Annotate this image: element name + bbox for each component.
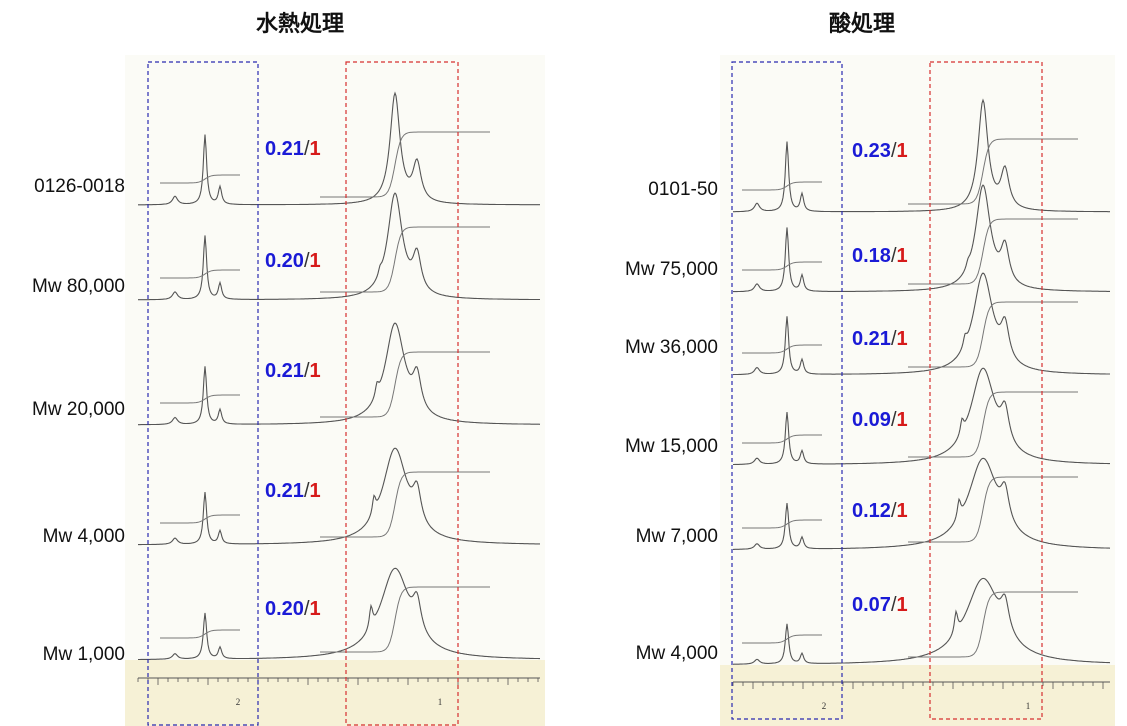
ratio-part: 1	[897, 140, 908, 162]
ppm-label: 1	[1026, 701, 1031, 711]
panel-title: 酸処理	[829, 11, 895, 36]
sample-label: 0126-0018	[34, 176, 125, 197]
ratio-part: 1	[310, 598, 321, 620]
ratio-part: 1	[897, 409, 908, 431]
ratio-label: 0.21/1	[852, 328, 908, 350]
ppm-ruler	[125, 660, 545, 726]
ratio-label: 0.21/1	[265, 480, 321, 502]
ratio-part: 0.12	[852, 500, 891, 522]
sample-label: Mw 20,000	[32, 399, 125, 420]
ratio-label: 0.07/1	[852, 594, 908, 616]
ppm-ruler	[720, 665, 1115, 726]
ratio-part: 0.21	[265, 360, 304, 382]
sample-label: Mw 80,000	[32, 276, 125, 297]
sample-label: Mw 4,000	[43, 526, 125, 547]
ratio-part: 1	[897, 594, 908, 616]
panel-title: 水熱処理	[256, 11, 344, 36]
ratio-label: 0.23/1	[852, 140, 908, 162]
ratio-part: 0.20	[265, 598, 304, 620]
ratio-part: 1	[310, 250, 321, 272]
ratio-part: 0.23	[852, 140, 891, 162]
ratio-label: 0.09/1	[852, 409, 908, 431]
ratio-part: 1	[310, 138, 321, 160]
ratio-part: 0.21	[265, 480, 304, 502]
ratio-part: 0.09	[852, 409, 891, 431]
sample-label: Mw 15,000	[625, 436, 718, 457]
ratio-part: 0.20	[265, 250, 304, 272]
sample-label: Mw 36,000	[625, 337, 718, 358]
sample-label: 0101-50	[648, 179, 718, 200]
ratio-part: 0.07	[852, 594, 891, 616]
ratio-part: 1	[897, 328, 908, 350]
ppm-label: 2	[822, 701, 827, 711]
ratio-label: 0.12/1	[852, 500, 908, 522]
sample-label: Mw 7,000	[636, 526, 718, 547]
ratio-part: 1	[897, 500, 908, 522]
ratio-label: 0.21/1	[265, 138, 321, 160]
ratio-part: 1	[310, 360, 321, 382]
ratio-part: 0.18	[852, 245, 891, 267]
figure: 水熱処理 2 1 0126-0018 0.21/1 Mw 80,000 0.20/1 Mw 2…	[0, 0, 1127, 726]
ppm-label: 1	[438, 697, 443, 707]
ratio-label: 0.18/1	[852, 245, 908, 267]
figure-canvas: 水熱処理 2 1 0126-0018 0.21/1 Mw 80,000 0.20/1 Mw 2…	[0, 0, 1127, 726]
ratio-part: 1	[897, 245, 908, 267]
ratio-part: 0.21	[852, 328, 891, 350]
ppm-label: 2	[236, 697, 241, 707]
ratio-part: 0.21	[265, 138, 304, 160]
ratio-label: 0.21/1	[265, 360, 321, 382]
spectra-area	[125, 55, 545, 660]
sample-label: Mw 1,000	[43, 644, 125, 665]
sample-label: Mw 75,000	[625, 259, 718, 280]
ratio-part: 1	[310, 480, 321, 502]
spectra-area	[720, 55, 1115, 665]
ratio-label: 0.20/1	[265, 598, 321, 620]
ratio-label: 0.20/1	[265, 250, 321, 272]
sample-label: Mw 4,000	[636, 643, 718, 664]
